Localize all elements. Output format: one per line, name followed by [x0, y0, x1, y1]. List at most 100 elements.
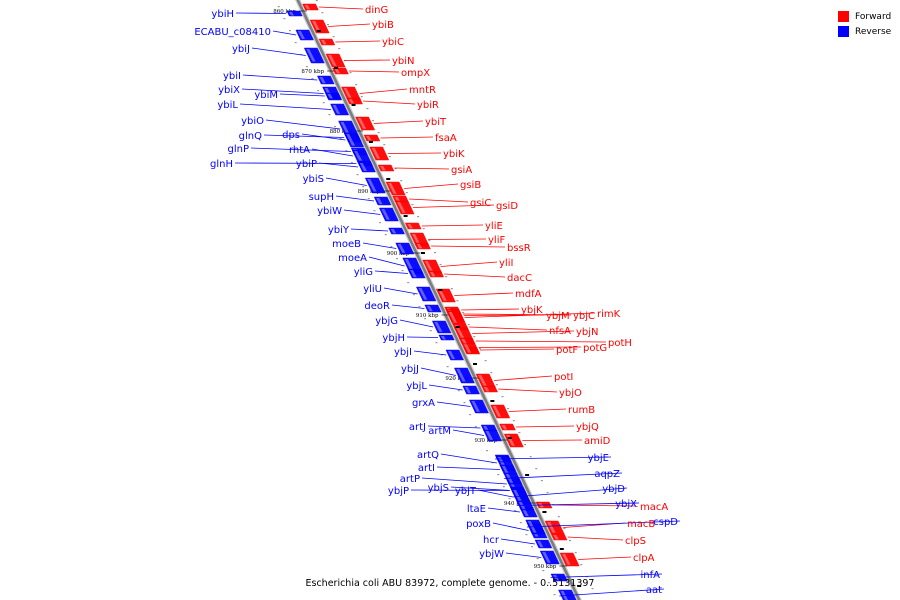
forward-gene-label[interactable]: gsiC [470, 198, 491, 209]
reverse-gene-label[interactable]: supH [309, 192, 334, 203]
forward-gene-label[interactable]: yliF [488, 235, 505, 246]
reverse-gene-label[interactable]: rhtA [289, 145, 310, 156]
reverse-gene-label[interactable]: ybiL [217, 100, 238, 111]
reverse-gene-label[interactable]: ybjS [428, 483, 449, 494]
forward-gene-label[interactable]: rimK [597, 309, 621, 320]
forward-gene-label[interactable]: yliE [485, 221, 503, 232]
reverse-gene-label[interactable]: ltaE [467, 504, 486, 515]
reverse-gene-label[interactable]: artI [418, 463, 435, 474]
forward-gene-label[interactable]: ybiC [382, 37, 404, 48]
forward-gene-label[interactable]: ybiB [372, 20, 394, 31]
forward-gene-label[interactable]: ybjK [521, 305, 543, 316]
reverse-gene-label[interactable]: artQ [417, 450, 439, 461]
forward-gene-label[interactable]: ybjQ [576, 422, 599, 433]
reverse-gene-label[interactable]: glnP [228, 144, 250, 155]
reverse-gene-label[interactable]: poxB [466, 519, 491, 530]
forward-gene-label[interactable]: gsiA [451, 165, 472, 176]
reverse-gene-feature [303, 47, 325, 64]
forward-gene-label[interactable]: potF [556, 345, 578, 356]
reverse-gene-leader [492, 522, 529, 531]
misc-feature-marker [368, 141, 373, 143]
reverse-gene-label[interactable]: ybiW [317, 206, 342, 217]
forward-gene-label[interactable]: ompX [401, 68, 430, 79]
reverse-gene-label[interactable]: artM [428, 426, 451, 437]
forward-gene-label[interactable]: bssR [507, 243, 531, 254]
forward-gene-label[interactable]: ybiN [392, 56, 415, 67]
forward-gene-label[interactable]: ybjO [559, 388, 582, 399]
reverse-gene-label[interactable]: ybjE [588, 453, 609, 464]
reverse-gene-leader [477, 489, 513, 498]
forward-gene-label[interactable]: potH [608, 338, 632, 349]
forward-gene-label[interactable]: clpS [625, 536, 646, 547]
reverse-gene-label[interactable]: ybjW [479, 549, 504, 560]
forward-gene-label[interactable]: potI [554, 372, 573, 383]
reverse-gene-label[interactable]: ybiM [254, 90, 278, 101]
reverse-gene-label[interactable]: ybjT [455, 486, 477, 497]
reverse-gene-label[interactable]: ybiX [218, 85, 240, 96]
forward-gene-label[interactable]: potG [583, 343, 607, 354]
reverse-gene-label[interactable]: ybjI [394, 347, 412, 358]
forward-gene-label[interactable]: gsiD [496, 201, 518, 212]
axis-minor-tick [388, 156, 391, 158]
reverse-gene-label[interactable]: artP [400, 474, 420, 485]
reverse-gene-label[interactable]: hcr [483, 535, 500, 546]
reverse-gene-label[interactable]: ybiY [328, 225, 350, 236]
forward-gene-label[interactable]: clpA [633, 553, 655, 564]
forward-gene-feature-shade [321, 40, 327, 45]
forward-gene-label[interactable]: macB [627, 519, 655, 530]
reverse-gene-label[interactable]: ybjL [406, 381, 427, 392]
forward-gene-label[interactable]: ybiR [417, 100, 439, 111]
reverse-gene-label[interactable]: ybjD [602, 484, 625, 495]
forward-gene-label[interactable]: dacC [507, 273, 532, 284]
reverse-gene-feature [558, 589, 577, 600]
reverse-gene-label[interactable]: ybjG [375, 316, 398, 327]
reverse-gene-label[interactable]: ybiI [223, 71, 241, 82]
forward-gene-label[interactable]: mdfA [515, 289, 542, 300]
forward-gene-label[interactable]: ybjC [573, 311, 595, 322]
forward-gene-label[interactable]: yliI [499, 258, 513, 269]
reverse-gene-label[interactable]: aat [646, 585, 662, 596]
forward-gene-label[interactable]: mntR [409, 85, 436, 96]
reverse-gene-label[interactable]: yliG [354, 267, 373, 278]
reverse-gene-label[interactable]: artJ [409, 422, 426, 433]
forward-gene-label[interactable]: fsaA [435, 133, 457, 144]
forward-gene-feature [325, 53, 346, 68]
reverse-gene-leader [436, 401, 471, 407]
reverse-gene-label[interactable]: moeA [338, 253, 367, 264]
reverse-gene-label[interactable]: yliU [363, 284, 382, 295]
reverse-gene-label[interactable]: ybiJ [232, 44, 250, 55]
forward-gene-label[interactable]: amiD [584, 436, 611, 447]
axis-minor-tick [345, 150, 348, 152]
reverse-gene-leader [368, 256, 405, 267]
reverse-gene-label[interactable]: ybiH [211, 9, 234, 20]
reverse-gene-label[interactable]: ybiS [303, 174, 324, 185]
reverse-gene-label[interactable]: ECABU_c08410 [194, 27, 271, 38]
reverse-gene-feature-shade [340, 122, 351, 136]
reverse-gene-label[interactable]: ybiO [241, 116, 264, 127]
forward-gene-label[interactable]: macA [640, 502, 668, 513]
reverse-gene-label[interactable]: ybjX [615, 499, 637, 510]
forward-gene-label[interactable]: nfsA [549, 326, 571, 337]
reverse-gene-label[interactable]: infA [641, 570, 661, 581]
reverse-gene-label[interactable]: glnQ [239, 131, 262, 142]
reverse-gene-feature [343, 132, 365, 148]
reverse-gene-label[interactable]: ybjJ [401, 364, 419, 375]
reverse-gene-label[interactable]: deoR [364, 301, 390, 312]
reverse-gene-label[interactable]: ybjP [388, 486, 409, 497]
forward-gene-label[interactable]: ybiT [425, 117, 447, 128]
reverse-gene-label[interactable]: ybjH [382, 333, 405, 344]
forward-gene-label[interactable]: dinG [365, 5, 388, 16]
forward-gene-label[interactable]: gsiB [460, 180, 481, 191]
reverse-gene-label[interactable]: glnH [210, 159, 233, 170]
forward-gene-label[interactable]: ybjN [576, 327, 599, 338]
reverse-gene-label[interactable]: cspD [653, 517, 678, 528]
reverse-gene-label[interactable]: ybiP [296, 159, 317, 170]
reverse-gene-label[interactable]: dps [282, 130, 300, 141]
forward-swatch [838, 11, 849, 22]
reverse-gene-label[interactable]: moeB [332, 239, 361, 250]
reverse-gene-label[interactable]: grxA [412, 398, 435, 409]
forward-gene-label[interactable]: ybiK [443, 149, 465, 160]
forward-gene-label[interactable]: rumB [568, 405, 595, 416]
forward-gene-label[interactable]: ybjM [546, 311, 570, 322]
reverse-gene-label[interactable]: aqpZ [594, 469, 620, 480]
